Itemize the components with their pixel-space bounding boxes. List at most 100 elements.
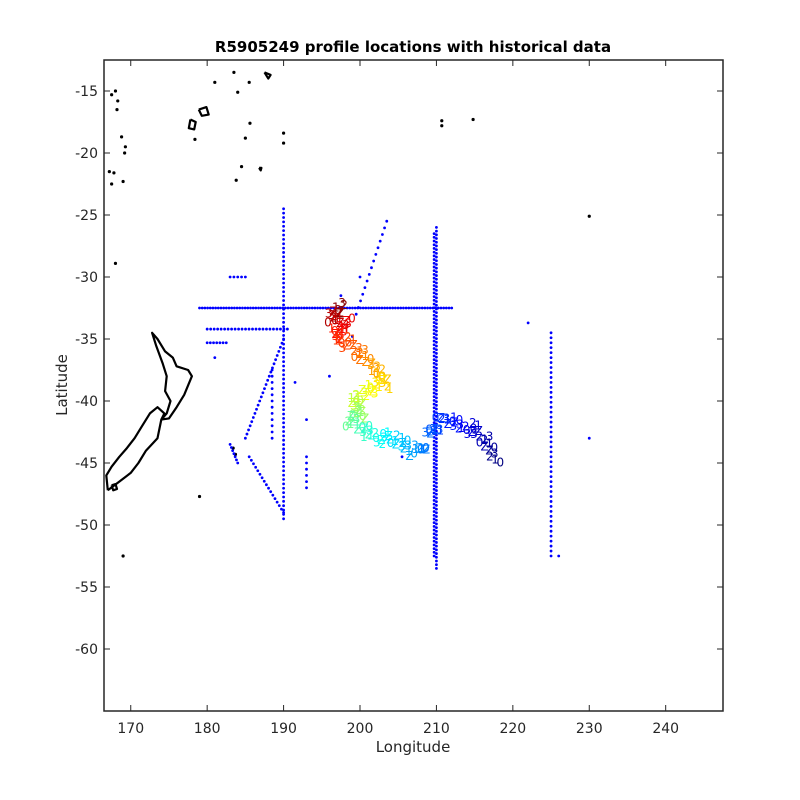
- historical-point: [432, 247, 436, 250]
- historical-point: [432, 458, 436, 462]
- historical-point: [435, 277, 438, 281]
- historical-point: [358, 275, 362, 279]
- profile-marker: 3: [373, 435, 381, 449]
- profile-marker: 2: [336, 332, 344, 346]
- profile-marker: 2: [372, 361, 380, 375]
- historical-point: [432, 343, 436, 347]
- profile-marker: 0: [349, 408, 357, 422]
- historical-point: [549, 361, 553, 364]
- historical-point: [252, 462, 255, 466]
- historical-point: [326, 306, 330, 310]
- historical-point: [224, 306, 228, 310]
- historical-point: [549, 495, 553, 498]
- historical-point: [260, 476, 264, 480]
- profile-marker: 0: [463, 423, 471, 437]
- profile-marker: Z: [356, 353, 364, 367]
- profile-marker: 2: [384, 379, 392, 393]
- historical-point: [282, 285, 285, 289]
- profile-marker: 0: [334, 303, 342, 317]
- profile-marker: Z: [336, 316, 344, 330]
- x-tick-label: 180: [194, 721, 221, 737]
- profile-marker: 2: [475, 430, 483, 444]
- profile-marker: 3: [379, 376, 387, 390]
- historical-point: [432, 469, 436, 473]
- historical-point: [549, 519, 553, 523]
- historical-point: [282, 456, 285, 460]
- profile-marker: 2: [337, 331, 345, 345]
- profile-marker: 3: [350, 399, 358, 413]
- historical-point: [374, 253, 378, 256]
- historical-point: [359, 306, 362, 310]
- historical-point: [396, 306, 400, 310]
- profile-marker: Z: [350, 338, 358, 352]
- historical-point: [270, 399, 274, 403]
- historical-point: [549, 385, 553, 389]
- historical-point: [549, 470, 553, 474]
- profile-marker: 0: [410, 446, 418, 460]
- profile-marker: 3: [328, 308, 336, 322]
- historical-point: [435, 474, 438, 478]
- historical-point: [435, 303, 438, 307]
- historical-point: [435, 255, 438, 259]
- historical-point: [289, 306, 293, 310]
- historical-point: [432, 272, 436, 276]
- historical-point: [435, 289, 438, 292]
- historical-point: [432, 335, 436, 339]
- profile-marker: Z: [348, 396, 356, 410]
- profile-marker: Z: [343, 339, 351, 353]
- profile-marker: 3: [361, 343, 369, 357]
- profile-marker: Z: [329, 304, 337, 318]
- profile-marker: 0: [367, 382, 375, 396]
- historical-point: [407, 306, 411, 310]
- historical-point: [282, 395, 285, 398]
- historical-point: [233, 455, 237, 459]
- profile-marker: 2: [336, 319, 344, 333]
- island: [281, 131, 286, 135]
- historical-point: [258, 472, 262, 476]
- coastline: [197, 106, 210, 117]
- historical-point: [282, 451, 285, 455]
- x-tick-label: 240: [652, 721, 679, 737]
- historical-point: [399, 306, 403, 310]
- profile-marker: 1: [375, 380, 383, 394]
- historical-point: [237, 327, 240, 331]
- historical-point: [282, 478, 285, 481]
- historical-point: [432, 328, 436, 332]
- historical-point: [432, 298, 436, 302]
- profile-marker: 0: [422, 441, 430, 455]
- historical-point: [435, 440, 438, 444]
- historical-point: [305, 480, 308, 483]
- historical-point: [282, 447, 285, 451]
- historical-point: [258, 327, 261, 331]
- profile-marker: 1: [367, 428, 375, 442]
- historical-point: [435, 529, 438, 533]
- historical-point: [435, 481, 438, 485]
- profile-marker: Z: [480, 439, 488, 453]
- profile-marker: 0: [491, 440, 499, 454]
- historical-point: [442, 306, 446, 310]
- profile-marker: Z: [361, 412, 369, 426]
- historical-point: [432, 243, 436, 247]
- historical-point: [432, 417, 436, 421]
- historical-point: [351, 306, 354, 310]
- historical-point: [282, 220, 285, 224]
- historical-point: [432, 398, 436, 402]
- island: [587, 214, 591, 218]
- historical-point: [432, 550, 436, 554]
- historical-point: [282, 290, 285, 294]
- profile-marker: 0: [359, 420, 367, 434]
- historical-point: [279, 327, 282, 331]
- historical-point: [282, 334, 285, 337]
- historical-point: [261, 391, 265, 395]
- historical-point: [282, 299, 285, 302]
- historical-point: [435, 363, 438, 366]
- historical-point: [282, 495, 285, 499]
- historical-point: [345, 306, 349, 310]
- historical-point: [432, 291, 436, 295]
- profile-marker: Z: [392, 438, 400, 452]
- historical-point: [380, 306, 384, 310]
- profile-marker: 1: [391, 434, 399, 448]
- historical-point: [235, 458, 238, 462]
- profile-marker: 3: [491, 446, 499, 460]
- historical-point: [549, 376, 553, 379]
